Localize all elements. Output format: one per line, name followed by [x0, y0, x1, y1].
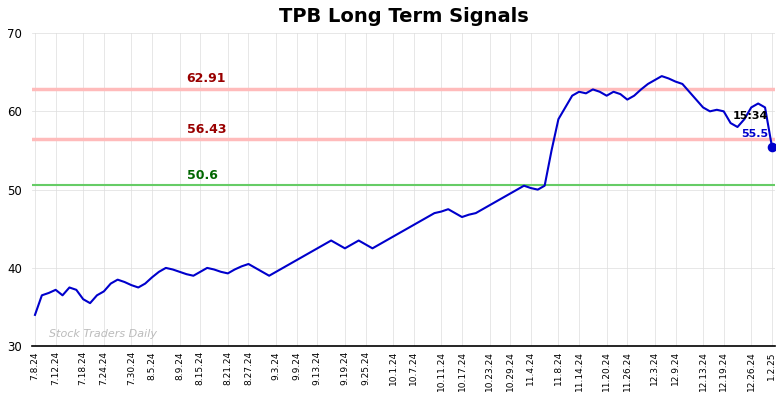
Text: 55.5: 55.5: [742, 129, 768, 139]
Text: 56.43: 56.43: [187, 123, 226, 136]
Text: 15:34: 15:34: [733, 111, 768, 121]
Text: Stock Traders Daily: Stock Traders Daily: [49, 329, 157, 339]
Point: [766, 143, 779, 150]
Title: TPB Long Term Signals: TPB Long Term Signals: [278, 7, 528, 26]
Text: 50.6: 50.6: [187, 169, 217, 181]
Text: 62.91: 62.91: [187, 72, 226, 85]
